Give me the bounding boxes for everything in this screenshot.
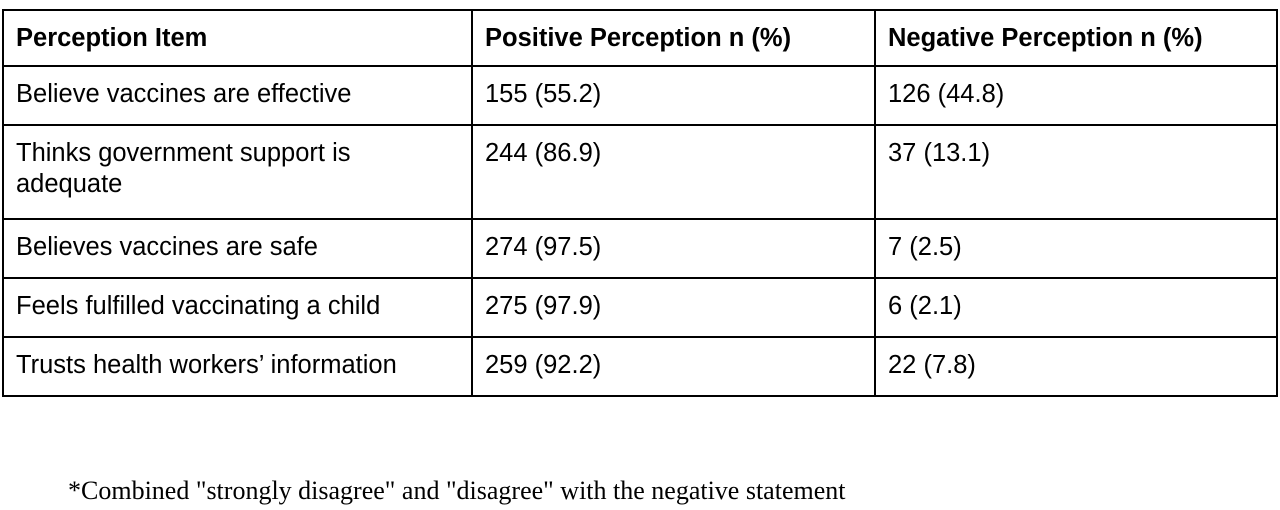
positive-cell: 155 (55.2) xyxy=(471,65,876,126)
perception-item-cell: Trusts health workers’ information xyxy=(2,336,473,397)
negative-cell: 37 (13.1) xyxy=(874,124,1278,220)
negative-cell: 7 (2.5) xyxy=(874,218,1278,279)
header-perception-item: Perception Item xyxy=(2,9,473,67)
negative-cell: 22 (7.8) xyxy=(874,336,1278,397)
perception-item-cell: Believes vaccines are safe xyxy=(2,218,473,279)
table-row: Thinks government support is adequate 24… xyxy=(2,124,1278,220)
positive-cell: 275 (97.9) xyxy=(471,277,876,338)
positive-cell: 259 (92.2) xyxy=(471,336,876,397)
positive-cell: 244 (86.9) xyxy=(471,124,876,220)
table-row: Believes vaccines are safe 274 (97.5) 7 … xyxy=(2,218,1278,279)
perception-item-cell: Feels fulfilled vaccinating a child xyxy=(2,277,473,338)
perception-item-cell: Thinks government support is adequate xyxy=(2,124,473,220)
header-positive-perception: Positive Perception n (%) xyxy=(471,9,876,67)
negative-cell: 6 (2.1) xyxy=(874,277,1278,338)
footnote: *Combined "strongly disagree" and "disag… xyxy=(68,476,846,505)
perception-item-cell: Believe vaccines are effective xyxy=(2,65,473,126)
table-row: Feels fulfilled vaccinating a child 275 … xyxy=(2,277,1278,338)
negative-cell: 126 (44.8) xyxy=(874,65,1278,126)
perception-table: Perception Item Positive Perception n (%… xyxy=(2,9,1278,397)
table-header-row: Perception Item Positive Perception n (%… xyxy=(2,9,1278,67)
table-row: Trusts health workers’ information 259 (… xyxy=(2,336,1278,397)
positive-cell: 274 (97.5) xyxy=(471,218,876,279)
table-row: Believe vaccines are effective 155 (55.2… xyxy=(2,65,1278,126)
header-negative-perception: Negative Perception n (%) xyxy=(874,9,1278,67)
